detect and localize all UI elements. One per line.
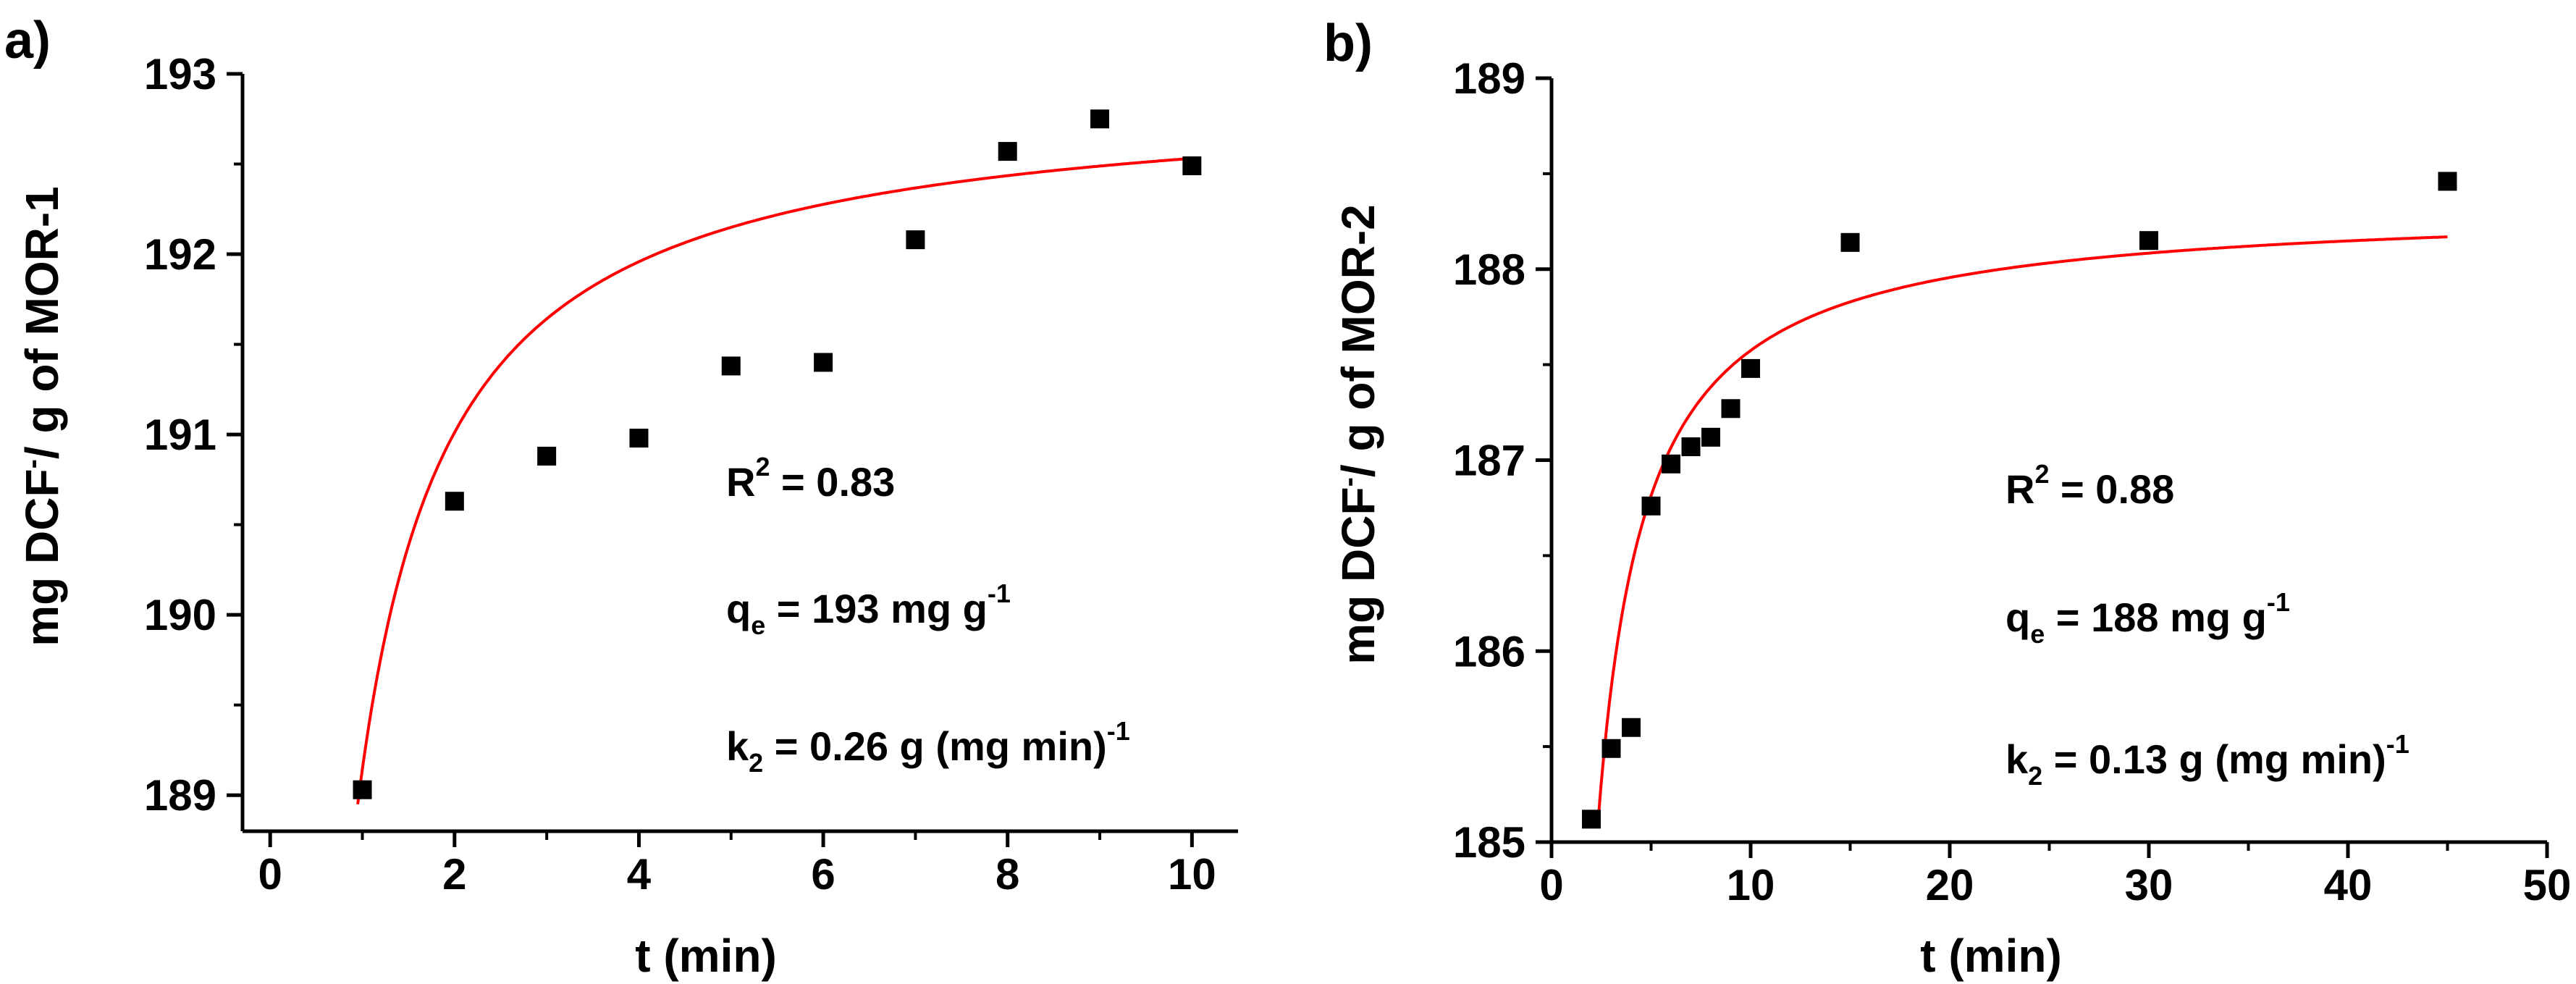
panel-a-data-point xyxy=(814,353,833,372)
panel-a-x-axis-label: t (min) xyxy=(635,930,777,982)
panel-a-data-point xyxy=(1090,109,1110,129)
panel-a-k2-annotation: k2 = 0.26 g (mg min)-1 xyxy=(726,716,1130,778)
svg-text:mg DCF-/ g of MOR-2: mg DCF-/ g of MOR-2 xyxy=(1332,204,1384,664)
panel-b-data-point xyxy=(1681,437,1701,457)
panel-b-fit-curve xyxy=(1596,235,2448,821)
panel-a-y-label-main: mg DCF xyxy=(16,468,68,646)
panel-b-data-point xyxy=(1601,739,1621,758)
panel-b-x-tick-label: 50 xyxy=(2523,861,2572,909)
panel-b-data-point xyxy=(1662,454,1680,474)
panel-b-y-label-rest: / g of MOR-2 xyxy=(1332,204,1384,477)
panel-a-x-tick-label: 2 xyxy=(442,850,466,899)
panel-a-chart: a) mg DCF-/ g of MOR-1 t (min) 0 2 4 6 8 10 18… xyxy=(4,12,1238,982)
panel-a-data-point xyxy=(445,492,464,511)
panel-a-data-point xyxy=(353,780,372,799)
panel-a-y-tick-label: 192 xyxy=(144,230,216,279)
panel-b-y-axis-label: mg DCF-/ g of MOR-2 xyxy=(1332,204,1384,664)
panel-a-data-point xyxy=(721,356,741,376)
panel-b-x-tick-label: 40 xyxy=(2324,861,2373,909)
panel-b-data-point xyxy=(1582,810,1601,829)
panel-b-y-label-main: mg DCF xyxy=(1332,487,1384,664)
panel-b-r2-annotation: R2 = 0.88 xyxy=(2005,459,2174,512)
panel-b-label: b) xyxy=(1323,14,1373,72)
panel-b-k2-annotation: k2 = 0.13 g (mg min)-1 xyxy=(2005,729,2409,791)
panel-a-y-tick-label: 189 xyxy=(144,771,216,820)
panel-b-chart: b) mg DCF-/ g of MOR-2 t (min) 0 10 20 30 40… xyxy=(1323,14,2571,982)
panel-a-y-axis-label: mg DCF-/ g of MOR-1 xyxy=(16,186,68,646)
panel-a-data-point xyxy=(1182,156,1202,176)
panel-b-x-axis-label: t (min) xyxy=(1920,930,2062,982)
panel-b-data-point xyxy=(1622,718,1641,737)
panel-a-qe-annotation: qe = 193 mg g-1 xyxy=(726,579,1011,640)
panel-a-axes: 0 2 4 6 8 10 189 190 191 192 193 xyxy=(144,50,1238,899)
panel-a-r2-annotation: R2 = 0.83 xyxy=(726,452,895,505)
panel-b-points xyxy=(1582,172,2457,829)
panel-a-x-tick-label: 4 xyxy=(627,850,652,899)
panel-a-label: a) xyxy=(4,12,51,70)
panel-b-x-tick-label: 30 xyxy=(2125,861,2173,909)
panel-b-fit-group xyxy=(1596,235,2448,821)
panel-b-annotations: R2 = 0.88 qe = 188 mg g-1 k2 = 0.13 g (m… xyxy=(2005,459,2409,791)
panel-b-y-tick-label: 189 xyxy=(1453,54,1525,103)
panel-b-x-tick-label: 10 xyxy=(1727,861,1775,909)
panel-b-data-point xyxy=(1721,399,1741,419)
panel-a-x-tick-label: 10 xyxy=(1168,850,1216,899)
panel-a-y-tick-label: 193 xyxy=(144,50,216,98)
panel-a-x-tick-label: 0 xyxy=(258,850,282,899)
panel-b-data-point xyxy=(2438,172,2457,191)
panel-b-data-point xyxy=(1840,232,1860,252)
panel-a-data-point xyxy=(998,142,1017,161)
panel-b-qe-annotation: qe = 188 mg g-1 xyxy=(2005,587,2290,649)
panel-b-data-point xyxy=(1641,496,1661,516)
panel-b-y-label-sup: - xyxy=(1333,477,1365,487)
panel-b-y-tick-label: 188 xyxy=(1453,245,1525,294)
panel-a-fit-curve xyxy=(356,156,1192,804)
panel-a-data-point xyxy=(906,230,925,250)
panel-b-y-tick-label: 185 xyxy=(1453,818,1525,867)
panel-b-y-tick-label: 186 xyxy=(1453,627,1525,676)
panel-b-x-tick-label: 20 xyxy=(1926,861,1974,909)
panel-b-axes: 0 10 20 30 40 50 185 186 187 188 189 xyxy=(1453,54,2571,909)
panel-a-y-tick-label: 190 xyxy=(144,591,216,639)
panel-b-data-point xyxy=(2139,231,2158,251)
panel-a-fit-group xyxy=(356,156,1192,804)
panel-a-y-label-rest: / g of MOR-1 xyxy=(16,186,68,459)
panel-a-x-tick-label: 6 xyxy=(811,850,835,899)
panel-a-annotations: R2 = 0.83 qe = 193 mg g-1 k2 = 0.26 g (m… xyxy=(726,452,1130,778)
panel-a-data-point xyxy=(629,429,649,448)
panel-a-y-label-sup: - xyxy=(17,459,49,468)
panel-b-y-tick-label: 187 xyxy=(1453,437,1525,485)
panel-b-data-point xyxy=(1741,358,1760,378)
panel-a-x-tick-label: 8 xyxy=(996,850,1019,899)
panel-b-data-point xyxy=(1701,427,1720,447)
panel-b-x-tick-label: 0 xyxy=(1539,861,1563,909)
panel-a-data-point xyxy=(537,446,557,466)
panel-a-y-tick-label: 191 xyxy=(144,411,216,459)
panel-a-points xyxy=(353,109,1202,799)
svg-text:mg DCF-/ g of MOR-1: mg DCF-/ g of MOR-1 xyxy=(16,186,68,646)
